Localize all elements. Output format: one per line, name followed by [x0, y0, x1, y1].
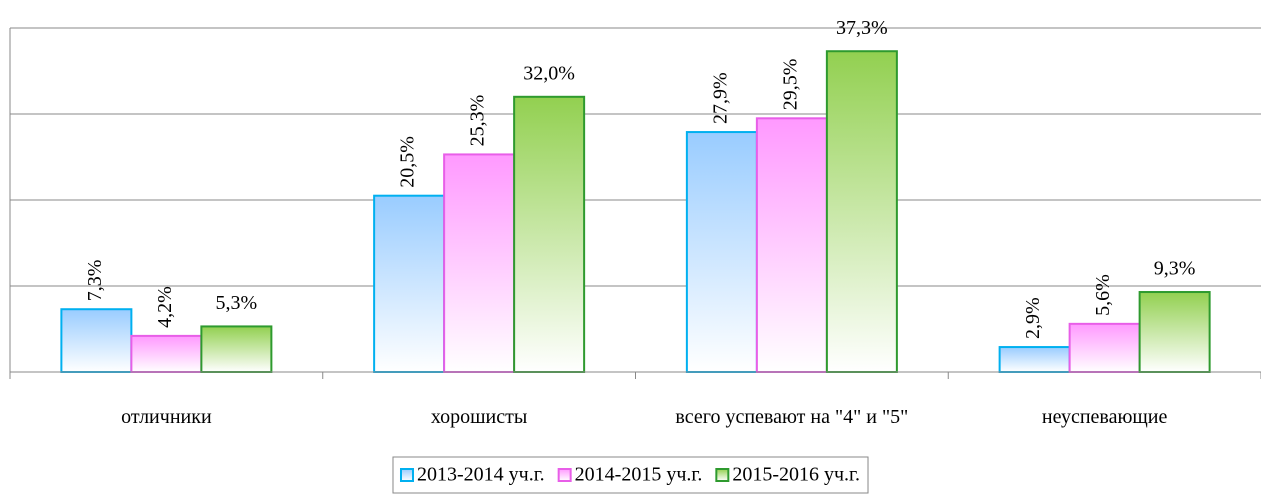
- legend-label: 2014-2015 уч.г.: [575, 464, 703, 486]
- bar: [513, 95, 586, 374]
- data-label: 5,6%: [1092, 274, 1114, 316]
- legend-swatch: [557, 468, 572, 482]
- bar: [130, 334, 203, 374]
- legend-label: 2015-2016 уч.г.: [732, 464, 860, 486]
- bar: [755, 117, 828, 373]
- bar: [1138, 291, 1211, 373]
- data-label: 9,3%: [1154, 258, 1196, 280]
- x-tick-label: хорошисты: [431, 406, 527, 428]
- data-label: 5,3%: [216, 292, 258, 314]
- data-label: 27,9%: [709, 72, 731, 124]
- x-tick-label: всего успевают на "4" и "5": [675, 406, 908, 428]
- data-label: 20,5%: [397, 136, 419, 188]
- data-label: 2,9%: [1022, 297, 1044, 339]
- bar: [1068, 322, 1141, 373]
- x-tick-label: неуспевающие: [1042, 406, 1168, 428]
- data-label: 4,2%: [154, 286, 176, 328]
- legend-label: 2013-2014 уч.г.: [417, 464, 545, 486]
- bar: [373, 194, 446, 373]
- legend-swatch: [399, 468, 414, 482]
- bar: [200, 325, 273, 374]
- bar: [998, 346, 1071, 373]
- data-label: 25,3%: [467, 95, 489, 147]
- data-label: 32,0%: [523, 62, 575, 84]
- legend: [392, 456, 869, 494]
- bar: [825, 50, 898, 373]
- bar: [60, 308, 133, 373]
- data-label: 29,5%: [779, 59, 801, 111]
- data-label: 7,3%: [84, 260, 106, 302]
- data-label: 37,3%: [836, 17, 888, 39]
- bar: [685, 131, 758, 373]
- x-tick-label: отличники: [121, 406, 212, 428]
- bar: [443, 153, 516, 373]
- legend-swatch: [715, 468, 730, 482]
